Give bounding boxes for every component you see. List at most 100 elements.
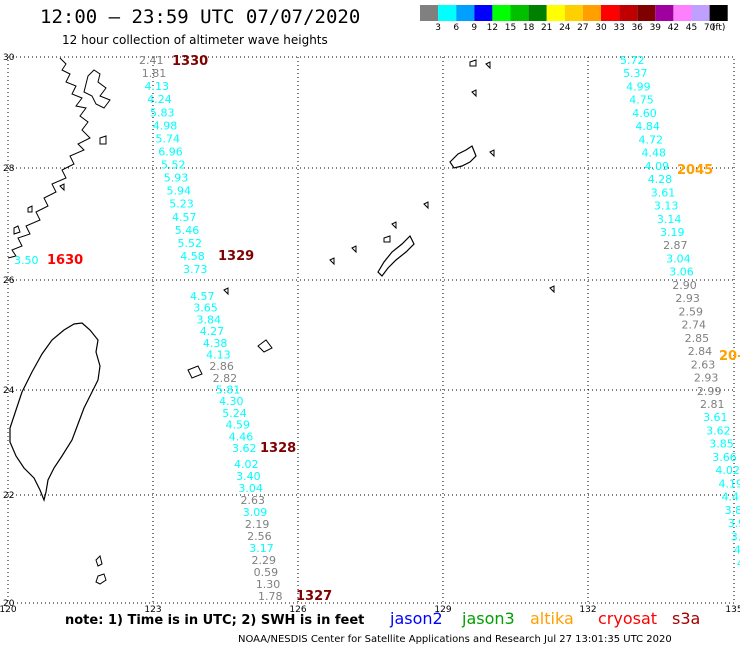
wave-height-observations: 2.411.814.134.245.834.985.746.965.525.93… [14, 54, 740, 603]
lon-tick-label: 123 [144, 605, 161, 615]
islet [469, 59, 477, 67]
scale-swatch [709, 5, 728, 21]
wave-height-value: 1.78 [258, 590, 283, 603]
wave-height-value: 3.06 [669, 266, 694, 279]
wave-height-value: 3.17 [249, 542, 273, 555]
wave-height-value: 4.30 [219, 395, 244, 408]
wave-height-value: 2.41 [139, 54, 164, 67]
wave-height-value: 3.19 [660, 226, 685, 239]
scale-label: 30 [595, 23, 607, 33]
wave-height-value: 2.85 [685, 332, 710, 345]
wave-height-value: 3.62 [706, 424, 731, 437]
wave-height-value: 3.04 [238, 482, 263, 495]
wave-height-value: 4. [734, 544, 740, 557]
wave-height-value: 6.96 [158, 145, 183, 158]
wave-height-value: 3.85 [709, 438, 734, 451]
wave-height-value: 4.98 [153, 119, 178, 132]
islet [383, 235, 391, 243]
pass-time-label: 1330 [172, 54, 208, 69]
mission-s3a: s3a [672, 609, 701, 628]
islet [59, 183, 65, 192]
wave-height-value: 4.57 [190, 290, 215, 303]
lon-tick-label: 132 [579, 605, 596, 615]
wave-height-value: 3.09 [243, 506, 268, 519]
wave-height-value: 4. [737, 557, 740, 570]
islet [489, 149, 495, 158]
scale-label: 3 [435, 23, 441, 33]
wave-height-value: 2.59 [678, 305, 703, 318]
wave-height-value: 3.9 [731, 530, 740, 543]
scale-label: 70 [703, 23, 716, 33]
wave-height-value: 3.9 [728, 517, 740, 530]
wave-height-value: 5.24 [222, 407, 247, 420]
map-frame [7, 56, 735, 604]
footer-note: note: 1) Time is in UTC; 2) SWH is in fe… [65, 613, 365, 628]
wave-height-value: 3.13 [654, 200, 679, 213]
islet [423, 201, 429, 210]
islet [351, 245, 357, 254]
scale-label: 36 [631, 23, 643, 33]
mission-jason2: jason2 [390, 609, 443, 628]
wave-height-value: 5.83 [150, 106, 175, 119]
wave-height-value: 2.84 [688, 345, 713, 358]
scale-label: 18 [522, 23, 535, 33]
scale-swatch [582, 5, 601, 21]
wave-height-value: 3.14 [657, 213, 682, 226]
wave-height-value: 4.13 [145, 80, 170, 93]
wave-height-value: 5.72 [620, 54, 645, 67]
scale-swatch [655, 5, 674, 21]
pass-time-label: 1327 [296, 589, 332, 604]
wave-height-value: 5.81 [216, 384, 241, 397]
lat-lon-grid [8, 57, 734, 603]
wave-height-value: 4.38 [203, 337, 228, 350]
mission-jason3: jason3 [462, 609, 515, 628]
wave-height-value: 4.57 [172, 211, 197, 224]
scale-swatch [546, 5, 565, 21]
wave-height-value: 4.72 [638, 133, 663, 146]
wave-height-value: 4.59 [226, 419, 251, 432]
color-scale-labels: 3 6 9 12 15 18 21 24 27 30 33 36 39 42 45 70 (ft) [420, 23, 728, 35]
wave-height-value: 4.02 [234, 458, 259, 471]
wave-height-value: 3.04 [666, 252, 691, 265]
wave-height-value: 2.86 [209, 360, 234, 373]
taiwan-coastline [9, 322, 101, 502]
lon-tick-label: 135 [725, 605, 740, 615]
wave-height-value: 4.09 [645, 160, 670, 173]
wave-height-value: 3.66 [712, 451, 737, 464]
wave-height-value: 3.62 [232, 442, 257, 455]
islet [329, 257, 335, 266]
islet [95, 555, 103, 567]
island-miyako [257, 339, 273, 353]
wave-height-value: 5.94 [167, 185, 192, 198]
wave-height-value: 2.82 [213, 372, 238, 385]
wave-height-value: 2.56 [247, 530, 272, 543]
island-okinawa [377, 234, 415, 277]
scale-swatch [528, 5, 547, 21]
islet [485, 61, 491, 70]
wave-height-value: 2.19 [245, 518, 270, 531]
wave-height-value: 3.61 [703, 411, 728, 424]
lat-tick-label: 20 [3, 599, 15, 609]
color-scale-bar [420, 5, 728, 21]
wave-height-value: 4.02 [715, 464, 740, 477]
mission-cryosat: cryosat [598, 609, 658, 628]
islet [223, 287, 229, 296]
lat-tick-label: 30 [3, 53, 15, 63]
scale-swatch [564, 5, 583, 21]
lat-tick-label: 22 [3, 491, 14, 501]
wave-height-value: 5.52 [178, 237, 203, 250]
wave-height-value: 4.60 [632, 107, 657, 120]
scale-label: 42 [667, 23, 680, 33]
wave-height-value: 2.29 [251, 554, 275, 567]
islet [471, 89, 477, 98]
footer-credit: NOAA/NESDIS Center for Satellite Applica… [238, 634, 672, 645]
wave-height-value: 3.61 [651, 186, 676, 199]
lon-tick-label: 126 [289, 605, 306, 615]
lat-tick-label: 26 [3, 276, 15, 286]
scale-swatch [691, 5, 710, 21]
pass-time-label: 1329 [218, 249, 254, 264]
wave-height-value: 4.19 [718, 477, 740, 490]
islet [549, 285, 555, 294]
scale-swatch [492, 5, 511, 21]
lat-tick-label: 28 [3, 164, 15, 174]
